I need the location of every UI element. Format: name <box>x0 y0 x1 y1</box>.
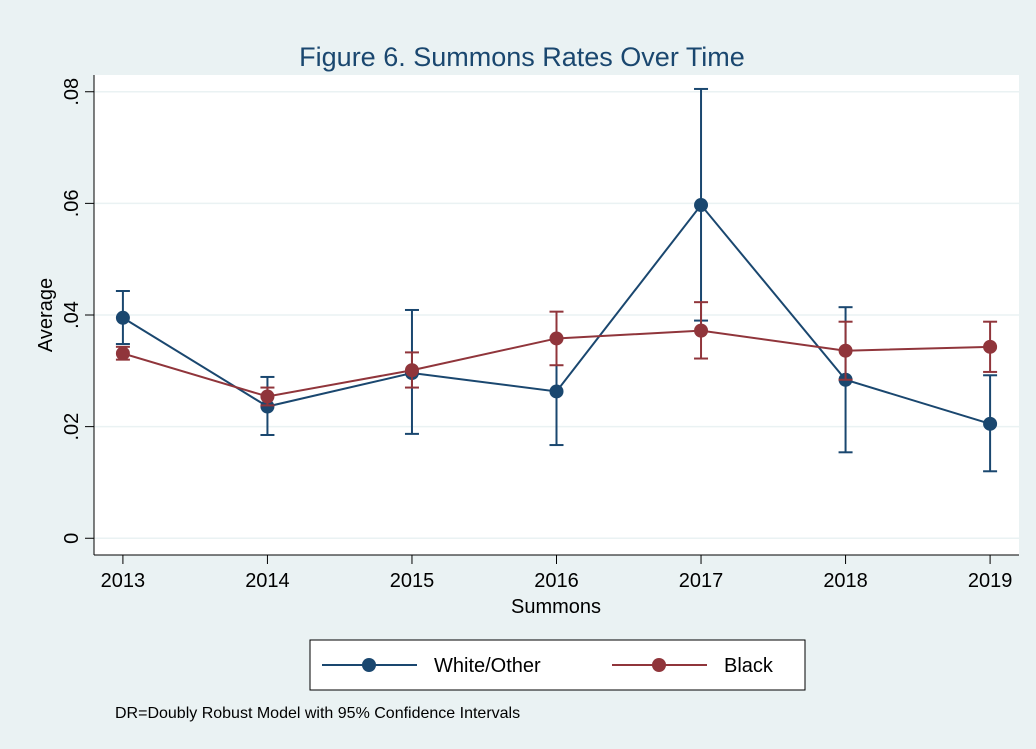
marker <box>549 331 564 346</box>
legend-marker <box>362 658 376 672</box>
marker <box>404 363 419 378</box>
legend-label: Black <box>724 655 774 677</box>
marker <box>549 384 564 399</box>
marker <box>115 310 130 325</box>
x-tick-label: 2018 <box>823 570 868 592</box>
marker <box>694 198 709 213</box>
marker <box>983 339 998 354</box>
legend-label: White/Other <box>434 655 541 677</box>
y-tick-label: 0 <box>61 533 83 544</box>
marker <box>694 323 709 338</box>
chart-title: Figure 6. Summons Rates Over Time <box>299 42 745 72</box>
marker <box>983 416 998 431</box>
marker <box>838 343 853 358</box>
x-tick-label: 2014 <box>245 570 290 592</box>
marker <box>260 399 275 414</box>
x-tick-label: 2017 <box>679 570 724 592</box>
x-tick-label: 2019 <box>968 570 1013 592</box>
marker <box>260 389 275 404</box>
x-tick-label: 2016 <box>534 570 579 592</box>
y-tick-label: .06 <box>61 189 83 217</box>
y-axis-title: Average <box>35 278 57 352</box>
y-tick-label: .02 <box>61 413 83 441</box>
y-tick-label: .08 <box>61 78 83 106</box>
marker <box>115 346 130 361</box>
note: DR=Doubly Robust Model with 95% Confiden… <box>115 705 520 722</box>
legend-marker <box>652 658 666 672</box>
x-tick-label: 2013 <box>101 570 146 592</box>
y-tick-label: .04 <box>61 301 83 329</box>
x-tick-label: 2015 <box>390 570 435 592</box>
x-axis-title: Summons <box>511 596 601 618</box>
